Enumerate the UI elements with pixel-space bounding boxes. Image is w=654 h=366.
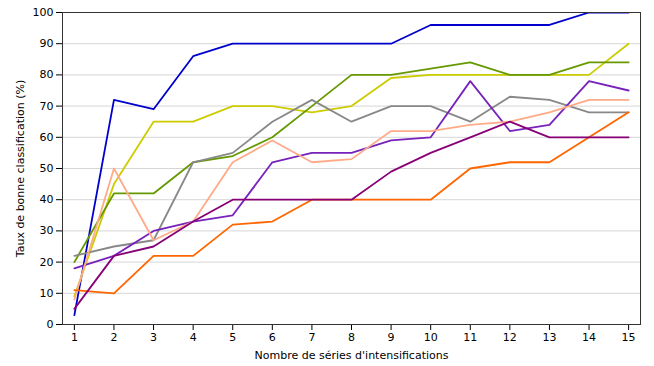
svg-text:50: 50 xyxy=(40,162,54,175)
svg-text:60: 60 xyxy=(40,131,54,144)
svg-text:1: 1 xyxy=(71,331,78,344)
svg-text:Nombre de séries d'intensifica: Nombre de séries d'intensifications xyxy=(255,349,449,362)
svg-text:4: 4 xyxy=(190,331,197,344)
svg-text:7: 7 xyxy=(308,331,315,344)
svg-text:15: 15 xyxy=(622,331,636,344)
svg-text:70: 70 xyxy=(40,100,54,113)
svg-text:13: 13 xyxy=(542,331,556,344)
svg-text:0: 0 xyxy=(47,318,54,331)
svg-text:90: 90 xyxy=(40,37,54,50)
svg-text:8: 8 xyxy=(348,331,355,344)
svg-text:12: 12 xyxy=(503,331,517,344)
svg-text:6: 6 xyxy=(269,331,276,344)
svg-text:20: 20 xyxy=(40,256,54,269)
svg-text:100: 100 xyxy=(33,6,54,19)
svg-text:10: 10 xyxy=(40,287,54,300)
svg-text:3: 3 xyxy=(150,331,157,344)
svg-text:10: 10 xyxy=(424,331,438,344)
svg-text:5: 5 xyxy=(229,331,236,344)
svg-text:30: 30 xyxy=(40,224,54,237)
svg-text:2: 2 xyxy=(110,331,117,344)
svg-text:80: 80 xyxy=(40,68,54,81)
svg-text:Taux de bonne classification (: Taux de bonne classification (%) xyxy=(14,80,27,258)
svg-text:11: 11 xyxy=(463,331,477,344)
svg-text:9: 9 xyxy=(388,331,395,344)
svg-text:40: 40 xyxy=(40,193,54,206)
svg-text:14: 14 xyxy=(582,331,596,344)
